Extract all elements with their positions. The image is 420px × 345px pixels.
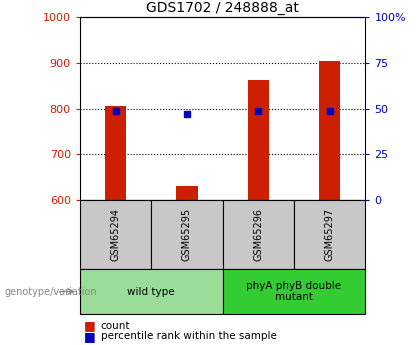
Text: GSM65297: GSM65297 (325, 208, 335, 261)
Bar (223, 269, 365, 314)
Bar (248, 80, 269, 200)
Text: count: count (101, 321, 130, 331)
Bar (176, 186, 198, 200)
Text: phyA phyB double
mutant: phyA phyB double mutant (247, 281, 341, 302)
Title: GDS1702 / 248888_at: GDS1702 / 248888_at (146, 1, 299, 15)
Bar (105, 106, 126, 200)
Bar (294, 200, 365, 269)
Text: GSM65294: GSM65294 (110, 208, 121, 261)
Bar (80, 200, 151, 269)
Text: genotype/variation: genotype/variation (4, 287, 97, 296)
Bar (319, 61, 340, 200)
Bar (151, 200, 223, 269)
Text: ■: ■ (84, 330, 96, 343)
Text: GSM65296: GSM65296 (253, 208, 263, 261)
Bar (223, 200, 294, 269)
Text: percentile rank within the sample: percentile rank within the sample (101, 332, 277, 341)
Text: wild type: wild type (127, 287, 175, 296)
Bar (80, 269, 223, 314)
Text: ■: ■ (84, 319, 96, 333)
Text: GSM65295: GSM65295 (182, 208, 192, 261)
